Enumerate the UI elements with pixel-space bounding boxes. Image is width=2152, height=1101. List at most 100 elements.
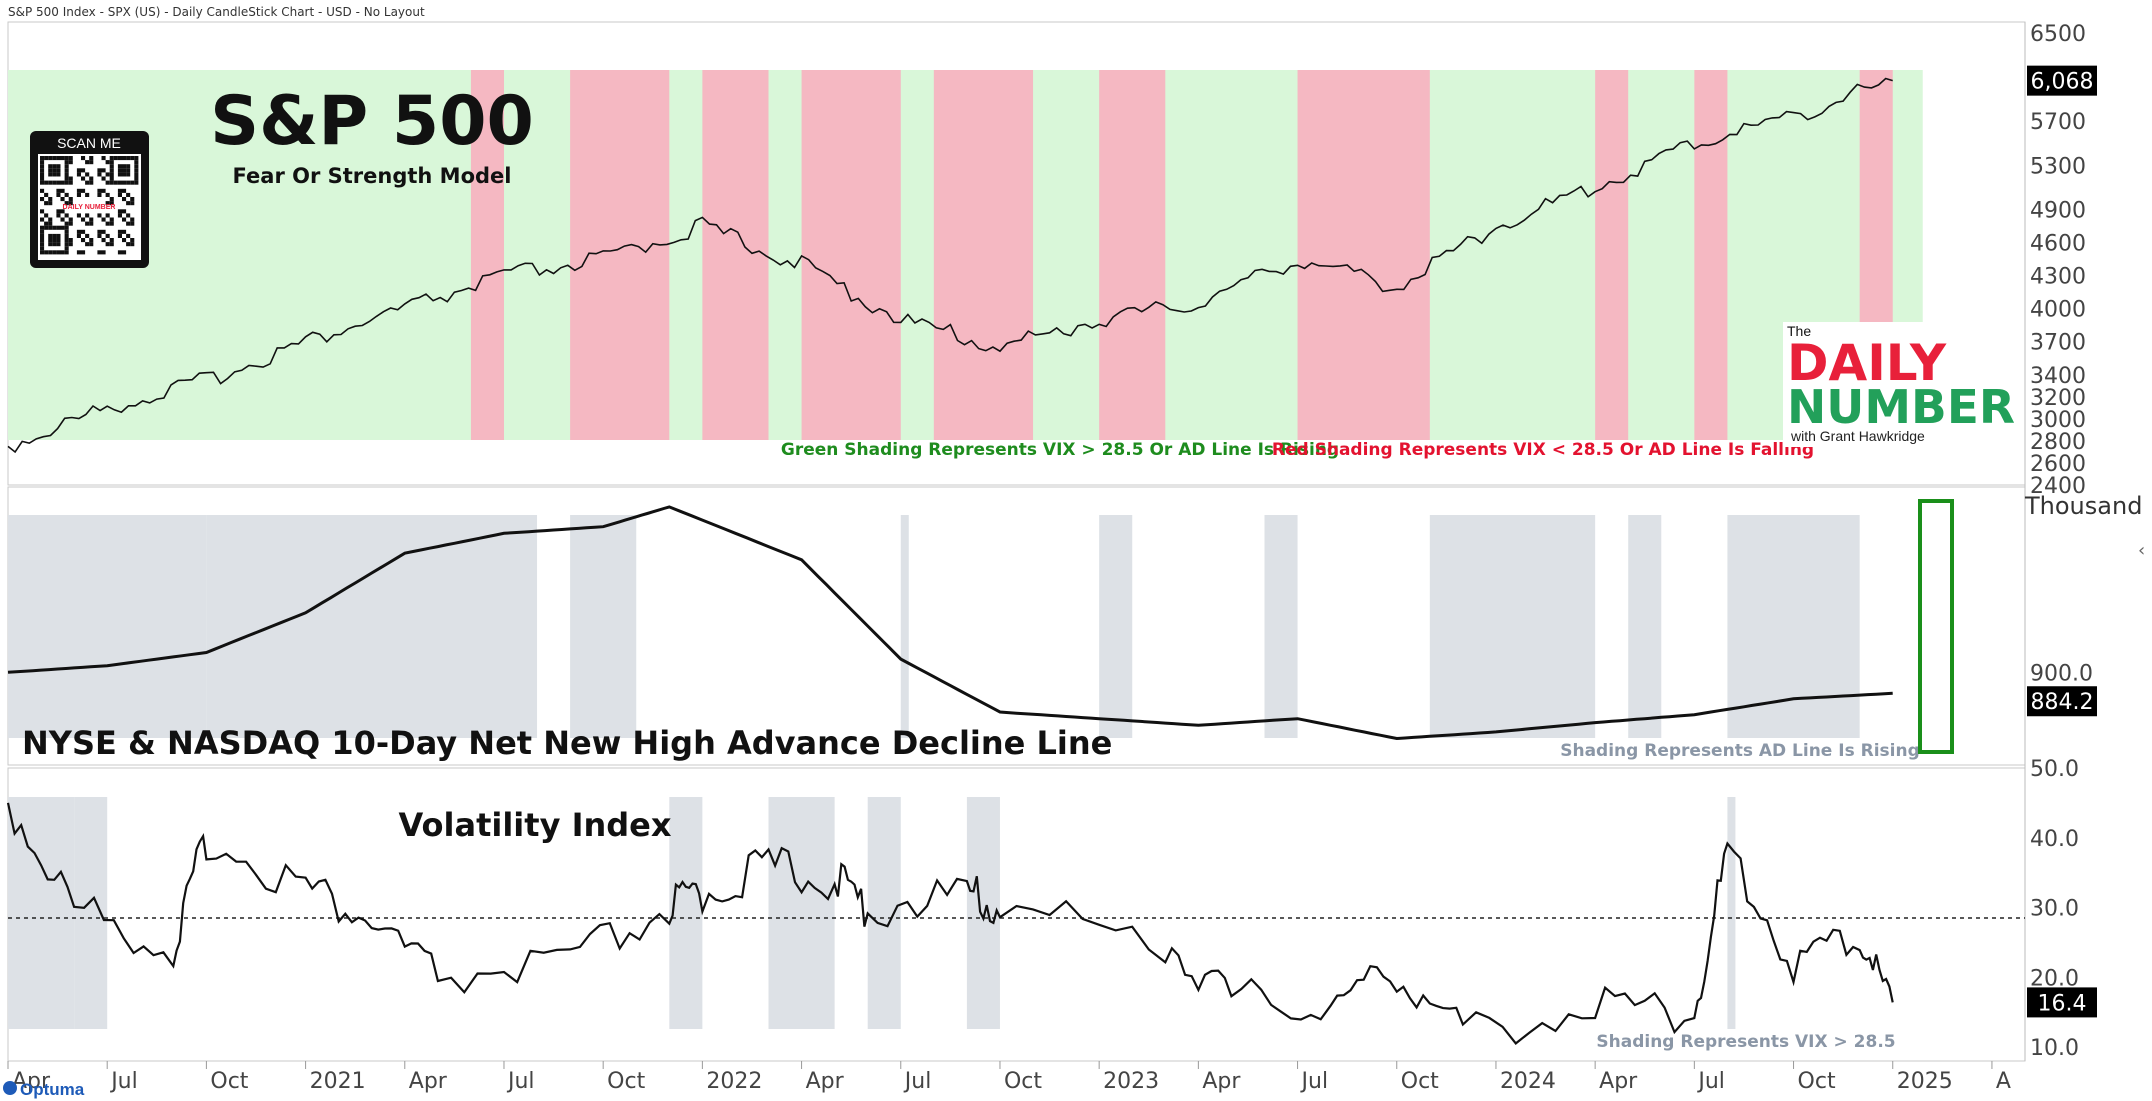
gray-zone-5 (1264, 515, 1298, 738)
qr-label: SCAN ME (57, 135, 121, 151)
ad-title: NYSE & NASDAQ 10-Day Net New High Advanc… (22, 724, 1112, 762)
vix-y-tick-0: 10.0 (2030, 1036, 2079, 1061)
vix-y-axis: 10.0 20.0 30.0 40.0 50.0 16.4 (2027, 757, 2097, 1061)
vix-series (6, 802, 1894, 1045)
x-tick-17: Jul (1696, 1069, 1725, 1094)
spx-y-tick-0: 2400 (2030, 474, 2086, 499)
qr-code[interactable]: SCAN ME DAILY NUMBER (30, 131, 149, 268)
red-zone-3 (801, 70, 901, 440)
ad-y-tick-0: 900.0 (2030, 661, 2093, 686)
x-tick-7: 2022 (706, 1069, 762, 1094)
qr-inner-text: DAILY NUMBER (63, 204, 116, 211)
x-tick-13: Jul (1300, 1069, 1329, 1094)
red-zone-8 (1694, 70, 1728, 440)
vix-y-tick-3: 40.0 (2030, 827, 2079, 852)
vix-title: Volatility Index (399, 806, 672, 844)
ad-unit-label: Thousand (2024, 492, 2142, 520)
spx-y-tick-4: 3200 (2030, 386, 2086, 411)
gray-zone-1 (74, 797, 108, 1029)
x-tick-4: Apr (409, 1069, 448, 1094)
x-tick-1: Jul (109, 1069, 138, 1094)
highlight-box (1918, 499, 1954, 754)
gray-zone-4 (1099, 515, 1133, 738)
x-tick-6: Oct (607, 1069, 645, 1094)
vix-y-tick-1: 20.0 (2030, 966, 2079, 991)
x-tick-15: 2024 (1500, 1069, 1556, 1094)
spx-last-value-bg (2027, 65, 2097, 96)
red-zone-1 (570, 70, 670, 440)
spx-y-tick-3: 3000 (2030, 408, 2086, 433)
red-zone-0 (470, 70, 504, 440)
ad-line-shading (8, 515, 1860, 738)
gray-zone-5 (966, 797, 1000, 1029)
spx-y-tick-10: 4900 (2030, 198, 2086, 223)
spx-y-tick-7: 4000 (2030, 298, 2086, 323)
spx-y-tick-8: 4300 (2030, 265, 2086, 290)
red-zone-7 (1595, 70, 1629, 440)
vix-path (6, 802, 1894, 1045)
gray-zone-0 (8, 797, 75, 1029)
x-tick-20: A (1996, 1069, 2011, 1094)
qr-pattern (40, 156, 139, 255)
spx-y-tick-12: 5700 (2030, 110, 2086, 135)
ad-last-value: 884.2 (2031, 690, 2094, 715)
logo-number: NUMBER (1787, 380, 2015, 434)
x-tick-8: Apr (806, 1069, 845, 1094)
logo-the: The (1787, 323, 1811, 339)
vix-y-tick-4: 50.0 (2030, 757, 2079, 782)
spx-price-path (7, 77, 1893, 454)
x-tick-5: Jul (506, 1069, 535, 1094)
ad-line-path (7, 505, 1893, 741)
spx-y-tick-6: 3700 (2030, 331, 2086, 356)
gray-zone-2 (669, 797, 703, 1029)
spx-y-tick-11: 5300 (2030, 154, 2086, 179)
spx-price-line (7, 77, 1893, 454)
ad-shading-note: Shading Represents AD Line Is Rising (1560, 741, 1920, 761)
logo-daily: DAILY (1787, 334, 1947, 392)
optuma-logo-icon (3, 1081, 17, 1095)
ad-last-value-bg (2027, 686, 2097, 717)
spx-shading (8, 70, 1923, 440)
gray-zone-1 (206, 515, 538, 738)
chart-header: S&P 500 Index - SPX (US) - Daily CandleS… (8, 5, 425, 19)
gray-zone-0 (8, 515, 207, 738)
collapse-arrow-icon[interactable]: ‹ (2138, 540, 2145, 561)
gray-zone-6 (1429, 515, 1596, 738)
x-tick-2: Oct (210, 1069, 248, 1094)
panel-frame-3 (7, 767, 2026, 1062)
x-tick-0: Apr (12, 1069, 51, 1094)
gray-zone-8 (1727, 515, 1860, 738)
x-tick-10: Oct (1004, 1069, 1042, 1094)
red-shading-note: Red Shading Represents VIX < 28.5 Or AD … (1272, 440, 1814, 460)
gray-zone-3 (768, 797, 835, 1029)
x-tick-14: Oct (1401, 1069, 1439, 1094)
gray-zone-4 (867, 797, 901, 1029)
x-tick-3: 2021 (310, 1069, 366, 1094)
spx-y-tick-5: 3400 (2030, 364, 2086, 389)
x-tick-16: Apr (1599, 1069, 1638, 1094)
x-tick-9: Jul (903, 1069, 932, 1094)
spx-last-value: 6,068 (2031, 70, 2094, 95)
x-tick-18: Oct (1798, 1069, 1836, 1094)
green-shading-note: Green Shading Represents VIX > 28.5 Or A… (781, 440, 1339, 460)
daily-number-logo: The DAILY NUMBER with Grant Hawkridge (1783, 322, 2020, 447)
logo-subtitle: with Grant Hawkridge (1790, 428, 1925, 444)
red-zone-2 (702, 70, 769, 440)
spx-y-tick-9: 4600 (2030, 231, 2086, 256)
red-zone-4 (933, 70, 1034, 440)
panel-frames (7, 21, 2026, 1062)
vix-last-value-bg (2027, 987, 2097, 1018)
optuma-label: Optuma (20, 1080, 85, 1099)
vix-shading (8, 797, 2025, 1029)
gray-zone-3 (900, 515, 909, 738)
x-tick-11: 2023 (1103, 1069, 1159, 1094)
x-axis: Apr Jul Oct 2021 Apr Jul Oct 2022 Apr Jul Oct 2023 A… (7, 1061, 2011, 1094)
spx-y-tick-1: 2600 (2030, 452, 2086, 477)
x-tick-19: 2025 (1897, 1069, 1953, 1094)
vix-last-value: 16.4 (2038, 991, 2087, 1016)
gray-zone-6 (1727, 797, 1736, 1029)
spx-y-tick-14: 6500 (2030, 22, 2086, 47)
x-tick-12: Apr (1202, 1069, 1241, 1094)
red-zone-6 (1297, 70, 1430, 440)
